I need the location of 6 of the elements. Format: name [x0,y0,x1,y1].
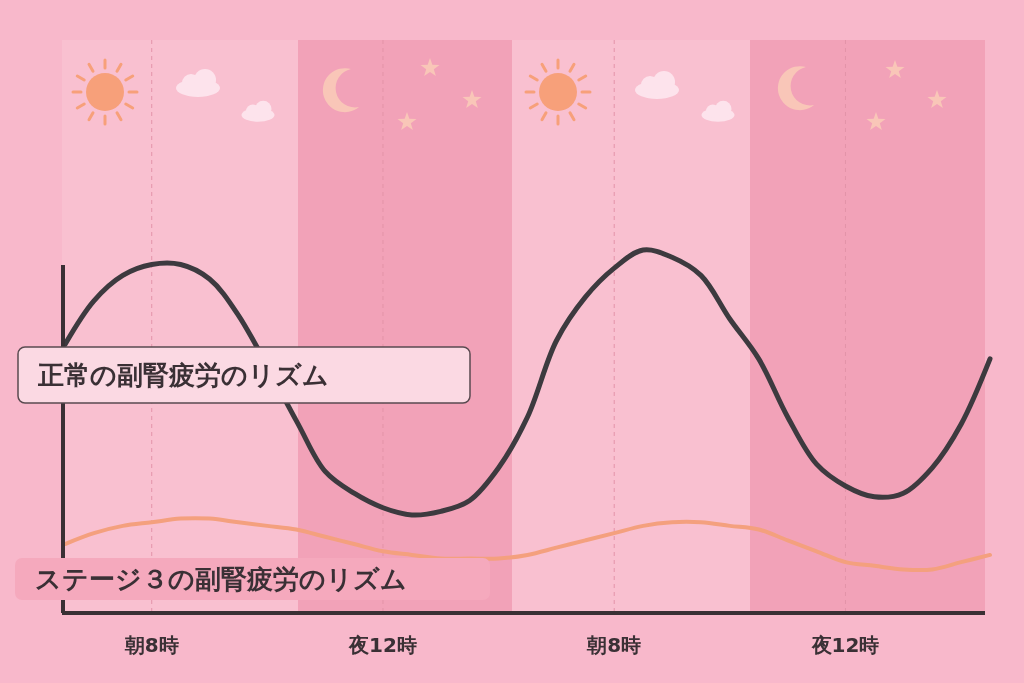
x-tick-label: 夜12時 [348,633,417,657]
x-tick-label: 朝8時 [123,633,179,657]
series-label: ステージ３の副腎疲労のリズム [35,564,407,594]
series-label: 正常の副腎疲労のリズム [37,360,329,390]
x-tick-label: 朝8時 [586,633,642,657]
x-tick-label: 夜12時 [810,633,880,657]
